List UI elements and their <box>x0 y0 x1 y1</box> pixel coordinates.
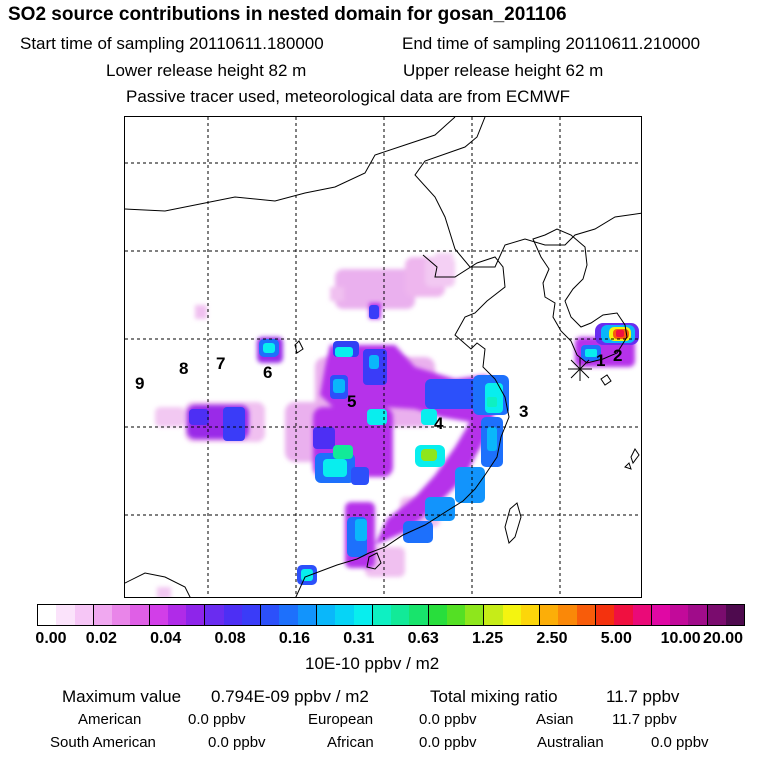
colorbar-tick-label: 1.25 <box>471 630 504 647</box>
european-value: 0.0 ppbv <box>419 711 477 728</box>
colorbar-swatch <box>688 605 708 625</box>
colorbar-swatch <box>167 605 187 625</box>
hotspot-layer <box>595 323 639 345</box>
colorbar-tick-label: 0.02 <box>85 630 117 647</box>
colorbar-swatch <box>130 605 150 625</box>
south-american-label: South American <box>50 734 156 751</box>
colorbar-swatch <box>520 605 541 625</box>
map-canvas <box>125 117 641 597</box>
lower-release-height: Lower release height 82 m <box>106 61 307 80</box>
african-label: African <box>327 734 374 751</box>
colorbar-swatch <box>223 605 242 625</box>
colorbar-tick-label: 2.50 <box>536 630 568 647</box>
colorbar-swatch <box>576 605 596 625</box>
colorbar-swatch <box>205 605 224 625</box>
american-label: American <box>78 711 142 728</box>
total-mixing-label: Total mixing ratio <box>430 687 558 706</box>
colorbar-swatch <box>241 605 262 625</box>
colorbar-swatch <box>74 605 94 625</box>
colorbar-swatch <box>409 605 429 625</box>
south-american-value: 0.0 ppbv <box>208 734 266 751</box>
colorbar-swatch <box>372 605 392 625</box>
colorbar-swatch <box>316 605 336 625</box>
colorbar-unit: 10E-10 ppbv / m2 <box>305 654 440 673</box>
colorbar-swatch <box>540 605 559 625</box>
region-label-4: 4 <box>434 414 444 433</box>
colorbar-tick-label: 0.00 <box>35 630 67 647</box>
asian-value: 11.7 ppbv <box>612 711 677 728</box>
colorbar-swatch <box>261 605 280 625</box>
colorbar-swatch <box>465 605 485 625</box>
colorbar-swatch <box>93 605 113 625</box>
colorbar-tick-label: 5.00 <box>600 630 632 647</box>
end-time: End time of sampling 20110611.210000 <box>402 34 701 53</box>
colorbar-swatch <box>670 605 689 625</box>
colorbar-swatch <box>279 605 298 625</box>
european-label: European <box>308 711 374 728</box>
colorbar-swatch <box>632 605 652 625</box>
start-time: Start time of sampling 20110611.180000 <box>20 34 324 53</box>
region-label-5: 5 <box>347 392 357 411</box>
max-value: 0.794E-09 ppbv / m2 <box>211 687 369 706</box>
colorbar-swatch <box>484 605 503 625</box>
region-label-6: 6 <box>263 363 273 382</box>
american-value: 0.0 ppbv <box>188 711 246 728</box>
coastlines <box>125 117 641 597</box>
colorbar <box>37 604 745 626</box>
colorbar-swatch <box>558 605 577 625</box>
colorbar-tick-label: 0.31 <box>343 630 375 647</box>
colorbar-swatch <box>725 605 745 625</box>
map-panel: 1 2 3 4 5 6 7 8 9 <box>124 116 642 598</box>
colorbar-swatch <box>707 605 726 625</box>
plume-cyan-layer <box>263 343 597 581</box>
colorbar-swatch <box>56 605 75 625</box>
region-label-1: 1 <box>596 351 606 370</box>
colorbar-tick-label: 0.63 <box>407 630 439 647</box>
plot-title: SO2 source contributions in nested domai… <box>8 4 567 25</box>
colorbar-swatch <box>391 605 410 625</box>
colorbar-swatch <box>595 605 615 625</box>
colorbar-tick-label: 0.04 <box>150 630 182 647</box>
colorbar-swatch <box>149 605 168 625</box>
colorbar-swatch <box>614 605 633 625</box>
african-value: 0.0 ppbv <box>419 734 477 751</box>
colorbar-swatch <box>297 605 317 625</box>
region-label-8: 8 <box>179 359 189 378</box>
colorbar-swatch <box>112 605 131 625</box>
release-point-marker <box>568 357 592 381</box>
max-value-label: Maximum value <box>62 687 182 706</box>
colorbar-tick-label: 20.00 <box>702 630 744 647</box>
region-label-2: 2 <box>613 346 623 365</box>
colorbar-swatch <box>186 605 206 625</box>
asian-label: Asian <box>536 711 574 728</box>
colorbar-tick-label: 0.08 <box>214 630 246 647</box>
australian-value: 0.0 ppbv <box>651 734 709 751</box>
australian-label: Australian <box>537 734 604 751</box>
colorbar-swatch <box>446 605 466 625</box>
region-label-9: 9 <box>135 374 145 393</box>
colorbar-swatch <box>38 605 57 625</box>
colorbar-swatch <box>353 605 373 625</box>
colorbar-swatch <box>428 605 447 625</box>
tracer-note: Passive tracer used, meteorological data… <box>126 87 571 106</box>
colorbar-swatch <box>502 605 521 625</box>
colorbar-swatch <box>335 605 354 625</box>
region-label-3: 3 <box>519 402 529 421</box>
colorbar-tick-label: 0.16 <box>278 630 311 647</box>
colorbar-tick-label: 10.00 <box>660 630 701 647</box>
map-grid <box>125 117 641 597</box>
region-label-7: 7 <box>216 354 226 373</box>
colorbar-swatch <box>651 605 671 625</box>
upper-release-height: Upper release height 62 m <box>403 61 604 80</box>
total-mixing-value: 11.7 ppbv <box>606 687 680 706</box>
